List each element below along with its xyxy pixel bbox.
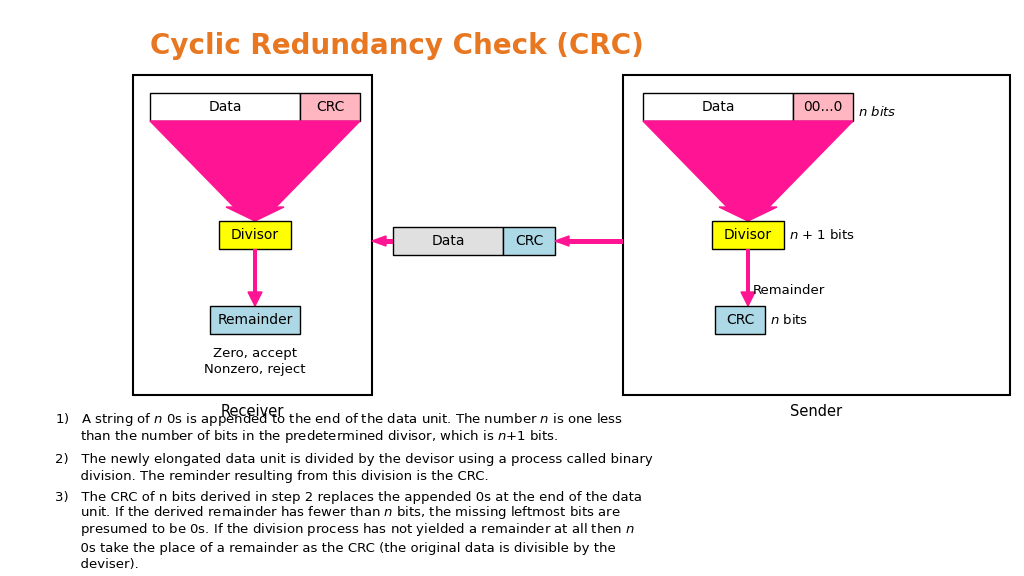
Bar — [503, 227, 555, 255]
Text: Data: Data — [701, 100, 735, 114]
Bar — [623, 75, 1010, 395]
Text: deviser).: deviser). — [55, 558, 138, 571]
Bar — [133, 75, 372, 395]
Bar — [746, 249, 750, 292]
Text: CRC: CRC — [726, 313, 755, 327]
Bar — [715, 306, 765, 334]
Bar — [643, 93, 793, 121]
Text: than the number of bits in the predetermined divisor, which is $n$+$1$ bits.: than the number of bits in the predeterm… — [55, 428, 558, 445]
Polygon shape — [248, 292, 262, 306]
Text: Remainder: Remainder — [753, 285, 825, 297]
Bar — [386, 238, 393, 244]
Text: 1)   A string of $n$ 0s is appended to the end of the data unit. The number $n$ : 1) A string of $n$ 0s is appended to the… — [55, 411, 624, 428]
Polygon shape — [372, 236, 386, 246]
Text: Data: Data — [208, 100, 242, 114]
Text: CRC: CRC — [315, 100, 344, 114]
Bar — [793, 93, 853, 121]
Text: Receiver: Receiver — [221, 404, 285, 419]
Bar — [150, 93, 300, 121]
Text: Divisor: Divisor — [231, 228, 280, 242]
Text: 2)   The newly elongated data unit is divided by the devisor using a process cal: 2) The newly elongated data unit is divi… — [55, 453, 652, 466]
Polygon shape — [555, 236, 569, 246]
Text: Zero, accept: Zero, accept — [213, 347, 297, 361]
Bar — [300, 93, 360, 121]
Bar — [712, 221, 784, 249]
Text: Remainder: Remainder — [217, 313, 293, 327]
Text: Cyclic Redundancy Check (CRC): Cyclic Redundancy Check (CRC) — [150, 32, 644, 60]
Bar — [210, 306, 300, 334]
Text: presumed to be 0s. If the division process has not yielded a remainder at all th: presumed to be 0s. If the division proce… — [55, 521, 635, 538]
Polygon shape — [643, 121, 853, 207]
Polygon shape — [719, 207, 777, 221]
Text: $n$ bits: $n$ bits — [770, 313, 808, 327]
Text: Data: Data — [431, 234, 465, 248]
Text: Nonzero, reject: Nonzero, reject — [204, 362, 306, 376]
Polygon shape — [226, 207, 284, 221]
Text: 0s take the place of a remainder as the CRC (the original data is divisible by t: 0s take the place of a remainder as the … — [55, 542, 615, 555]
Polygon shape — [150, 121, 360, 207]
Bar — [219, 221, 291, 249]
Text: Sender: Sender — [791, 404, 843, 419]
Text: $n$ bits: $n$ bits — [858, 105, 897, 119]
Text: 3)   The CRC of n bits derived in step 2 replaces the appended 0s at the end of : 3) The CRC of n bits derived in step 2 r… — [55, 491, 642, 504]
Text: CRC: CRC — [515, 234, 543, 248]
Bar — [393, 227, 503, 255]
Text: Divisor: Divisor — [724, 228, 772, 242]
Text: unit. If the derived remainder has fewer than $n$ bits, the missing leftmost bit: unit. If the derived remainder has fewer… — [55, 504, 621, 521]
Text: $n$ + 1 bits: $n$ + 1 bits — [790, 228, 855, 242]
Text: division. The reminder resulting from this division is the CRC.: division. The reminder resulting from th… — [55, 470, 488, 483]
Bar — [253, 249, 257, 292]
Polygon shape — [741, 292, 755, 306]
Text: 00...0: 00...0 — [803, 100, 843, 114]
Bar — [569, 238, 623, 244]
